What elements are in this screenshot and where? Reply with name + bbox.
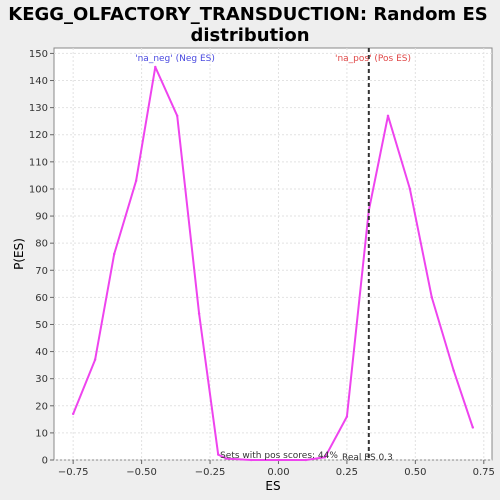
y-tick-label: 30 (35, 374, 48, 385)
data-point (71, 412, 75, 416)
data-point (154, 65, 157, 69)
y-tick-label: 90 (35, 212, 48, 223)
y-tick-label: 70 (35, 266, 48, 277)
pos-es-label: 'na_pos' (Pos ES) (335, 54, 411, 64)
y-tick-label: 50 (35, 320, 48, 331)
series-line (72, 66, 474, 461)
plot-area (53, 47, 493, 461)
series-layer (71, 65, 475, 462)
data-point (175, 114, 179, 117)
data-point (345, 415, 349, 418)
axes: 0 10 20 30 40 50 60 70 80 90 100 110 120 130 140 150 −0.… (29, 49, 495, 478)
x-tick-label: 0.25 (336, 467, 358, 478)
data-point (134, 179, 138, 183)
x-axis-label: ES (265, 479, 280, 493)
y-tick-label: 20 (35, 401, 48, 412)
y-tick-label: 40 (35, 347, 48, 358)
data-point (408, 187, 412, 191)
data-point (225, 457, 228, 460)
y-tick-label: 60 (35, 293, 48, 304)
y-tick-label: 150 (29, 49, 48, 60)
data-point (430, 296, 433, 299)
data-point (93, 358, 97, 361)
sets-pos-scores-label: Sets with pos scores: 44% (220, 451, 338, 461)
y-tick-label: 140 (29, 76, 48, 87)
data-point (277, 458, 280, 462)
y-tick-label: 10 (35, 428, 48, 439)
x-tick-label: −0.25 (195, 467, 226, 478)
data-point (304, 458, 308, 462)
x-tick-label: −0.75 (58, 467, 89, 478)
neg-es-label: 'na_neg' (Neg ES) (135, 54, 215, 64)
y-tick-label: 100 (29, 184, 48, 195)
y-tick-label: 80 (35, 239, 48, 250)
x-tick-label: −0.50 (126, 467, 157, 478)
x-tick-label: 0.50 (404, 467, 426, 478)
y-tick-label: 110 (29, 157, 48, 168)
data-point (249, 458, 253, 462)
data-point (323, 456, 327, 459)
data-point (113, 252, 116, 256)
chart-title-line2: distribution (190, 25, 309, 46)
y-tick-label: 120 (29, 130, 48, 141)
data-point (452, 369, 455, 372)
x-tick-label: 0.00 (267, 467, 289, 478)
real-es-label: Real ES 0.3 (342, 453, 393, 463)
chart-title-line1: KEGG_OLFACTORY_TRANSDUCTION: Random ES (8, 4, 487, 25)
data-point (471, 426, 475, 429)
data-point (197, 312, 201, 315)
data-point (217, 453, 220, 456)
y-tick-label: 0 (42, 456, 48, 467)
grid (54, 48, 492, 461)
y-tick-label: 130 (29, 103, 48, 114)
x-tick-label: 0.75 (473, 467, 495, 478)
y-axis-label: P(ES) (12, 238, 26, 270)
data-point (386, 114, 390, 117)
